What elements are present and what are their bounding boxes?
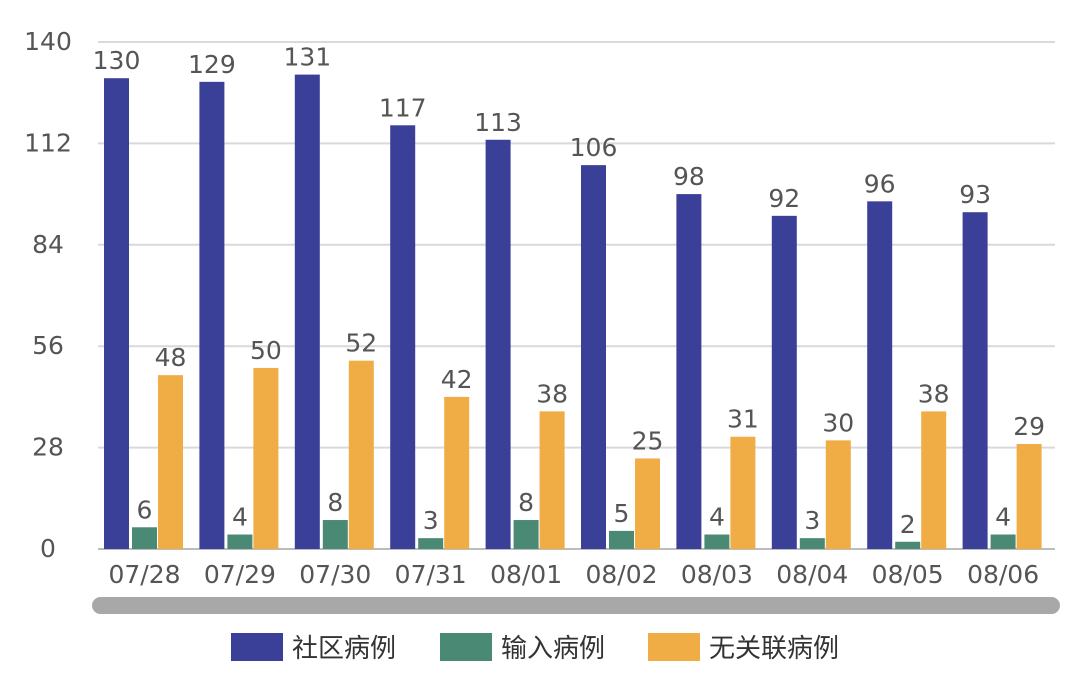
bar-series3-08-03[interactable]: [730, 436, 756, 549]
y-tick-label: 28: [32, 433, 64, 462]
bar-series3-07-28[interactable]: [158, 375, 183, 549]
y-tick-label: 56: [32, 331, 64, 360]
legend-swatch: [231, 633, 283, 661]
bar-series2-07-29[interactable]: [227, 534, 253, 549]
bar-series3-07-31[interactable]: [444, 396, 470, 549]
bar-series1-08-01[interactable]: [485, 139, 511, 549]
horizontal-scrollbar[interactable]: [92, 597, 1060, 614]
data-label: 42: [441, 365, 473, 394]
x-tick-label: 08/05: [872, 560, 944, 589]
x-tick-label: 07/29: [204, 560, 276, 589]
data-label: 98: [673, 162, 705, 191]
data-label: 38: [536, 379, 568, 408]
legend: 社区病例 输入病例 无关联病例: [231, 633, 839, 664]
grid-lines: [98, 41, 1055, 550]
bar-series1-07-29[interactable]: [199, 81, 225, 549]
bar-series2-08-06[interactable]: [990, 534, 1016, 549]
data-label: 3: [804, 506, 820, 535]
x-tick-label: 08/06: [967, 560, 1039, 589]
data-label: 130: [93, 46, 141, 75]
data-label: 4: [995, 503, 1011, 532]
bar-series3-08-06[interactable]: [1016, 443, 1042, 549]
data-label: 113: [474, 108, 522, 137]
bar-series2-07-31[interactable]: [418, 538, 444, 549]
bar-series3-08-04[interactable]: [825, 440, 851, 549]
bar-series2-08-04[interactable]: [799, 538, 825, 549]
bars: [104, 74, 1042, 550]
data-label: 38: [918, 379, 950, 408]
bar-series3-08-01[interactable]: [539, 411, 565, 549]
legend-label: 社区病例: [292, 634, 396, 664]
bar-series1-08-05[interactable]: [867, 201, 893, 550]
legend-swatch: [648, 633, 700, 661]
data-label: 92: [768, 184, 800, 213]
bar-series2-07-30[interactable]: [322, 520, 348, 549]
bar-series1-08-03[interactable]: [676, 194, 702, 549]
bar-series3-08-05[interactable]: [921, 411, 947, 549]
data-label: 8: [327, 488, 343, 517]
y-tick-label: 0: [40, 534, 56, 563]
legend-item-1[interactable]: 社区病例: [231, 633, 396, 664]
data-label: 8: [518, 488, 534, 517]
data-label: 2: [900, 510, 916, 539]
data-label: 106: [570, 133, 618, 162]
y-tick-label: 140: [24, 27, 72, 56]
data-label: 131: [283, 43, 331, 72]
data-label: 5: [614, 499, 630, 528]
x-tick-label: 07/30: [299, 560, 371, 589]
bar-series1-08-04[interactable]: [771, 215, 797, 550]
legend-item-2[interactable]: 输入病例: [440, 633, 605, 664]
data-label: 52: [345, 329, 377, 358]
data-label: 3: [423, 506, 439, 535]
bar-series1-08-06[interactable]: [962, 212, 988, 549]
x-tick-label: 08/04: [776, 560, 848, 589]
y-tick-label: 112: [24, 128, 72, 157]
y-tick-label: 84: [32, 230, 64, 259]
x-tick-label: 08/01: [490, 560, 562, 589]
data-label: 50: [250, 336, 282, 365]
bar-series1-07-30[interactable]: [294, 74, 320, 549]
legend-label: 无关联病例: [709, 634, 839, 664]
x-tick-label: 08/02: [585, 560, 657, 589]
bar-series2-08-03[interactable]: [704, 534, 730, 549]
data-label: 29: [1013, 412, 1045, 441]
x-axis-ticks: 07/28 07/29 07/30 07/31 08/01 08/02 08/03 08/04…: [108, 560, 1039, 589]
bar-series2-08-02[interactable]: [609, 530, 634, 549]
data-label: 6: [137, 495, 153, 524]
legend-label: 输入病例: [501, 634, 605, 664]
data-label: 4: [232, 503, 248, 532]
y-axis-ticks: 0 28 56 84 112 140: [24, 27, 72, 563]
x-tick-label: 08/03: [681, 560, 753, 589]
bar-series1-08-02[interactable]: [581, 165, 606, 549]
legend-swatch: [440, 633, 492, 661]
data-label: 93: [959, 180, 991, 209]
bar-series3-07-30[interactable]: [348, 360, 374, 549]
data-label: 4: [709, 503, 725, 532]
data-label: 30: [822, 408, 854, 437]
bar-series3-07-29[interactable]: [253, 367, 279, 549]
data-label: 96: [864, 169, 896, 198]
bar-series1-07-31[interactable]: [390, 125, 416, 550]
x-tick-label: 07/28: [108, 560, 180, 589]
bar-series2-07-28[interactable]: [132, 527, 157, 549]
data-label: 129: [188, 50, 236, 79]
bar-series1-07-28[interactable]: [104, 78, 129, 549]
bar-series2-08-01[interactable]: [513, 520, 539, 549]
bar-series3-08-02[interactable]: [635, 458, 660, 549]
data-label: 31: [727, 405, 759, 434]
data-label: 25: [632, 426, 664, 455]
data-label: 117: [379, 93, 427, 122]
data-label: 48: [155, 343, 187, 372]
x-tick-label: 07/31: [395, 560, 467, 589]
legend-item-3[interactable]: 无关联病例: [648, 633, 839, 664]
bar-series2-08-05[interactable]: [895, 541, 921, 549]
